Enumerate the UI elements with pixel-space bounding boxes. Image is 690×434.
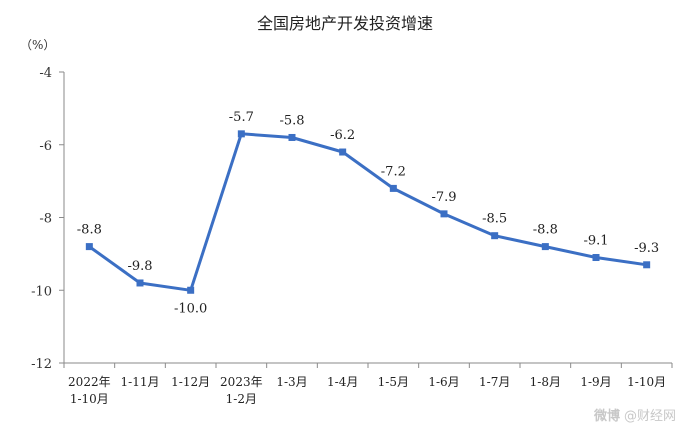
x-tick-label: 1-11月 — [121, 375, 160, 389]
x-tick-label: 1-4月 — [327, 375, 358, 389]
data-label: -9.8 — [127, 259, 152, 274]
data-label: -10.0 — [174, 301, 207, 316]
chart-title: 全国房地产开发投资增速 — [256, 14, 433, 33]
y-tick-label: -4 — [39, 66, 52, 81]
x-tick-label: 1-12月 — [171, 375, 210, 389]
x-tick-label: 1-2月 — [226, 392, 257, 406]
data-label: -7.2 — [381, 164, 406, 179]
data-point — [339, 148, 347, 156]
x-tick-label: 1-5月 — [378, 375, 409, 389]
data-point — [541, 243, 549, 251]
data-label: -9.1 — [583, 234, 608, 249]
y-axis-unit-label: （%） — [20, 38, 56, 52]
data-point — [643, 261, 651, 269]
watermark-text: @财经网 — [623, 409, 676, 424]
x-tick-label: 1-6月 — [428, 375, 459, 389]
data-label: -5.8 — [279, 113, 304, 128]
x-tick-label: 1-10月 — [70, 392, 109, 406]
data-point — [85, 243, 93, 251]
data-point — [136, 279, 144, 287]
weibo-logo-icon: 微博 — [593, 409, 620, 424]
data-point — [187, 286, 195, 294]
data-point — [389, 184, 397, 192]
watermark: 微博 @财经网 — [594, 405, 676, 424]
x-tick-label: 1-10月 — [627, 375, 666, 389]
data-label: -7.9 — [431, 190, 456, 205]
x-tick-label: 1-9月 — [580, 375, 611, 389]
data-point — [288, 133, 296, 141]
y-tick-label: -8 — [39, 212, 52, 227]
data-label: -9.3 — [634, 241, 659, 256]
y-tick-label: -6 — [39, 139, 52, 154]
y-tick-label: -12 — [31, 357, 52, 372]
x-tick-label: 2022年 — [68, 375, 111, 389]
data-point — [592, 254, 600, 262]
x-tick-label: 1-8月 — [530, 375, 561, 389]
data-point — [440, 210, 448, 218]
series-line — [87, 132, 649, 292]
data-label: -8.5 — [482, 212, 507, 227]
data-label: -6.2 — [330, 128, 355, 143]
x-tick-label: 1-3月 — [276, 375, 307, 389]
x-tick-label: 2023年 — [220, 375, 263, 389]
data-point — [491, 232, 499, 240]
data-point — [237, 130, 245, 138]
data-label: -8.8 — [77, 223, 102, 238]
data-label: -5.7 — [229, 110, 254, 125]
x-tick-label: 1-7月 — [479, 375, 510, 389]
data-label: -8.8 — [533, 223, 558, 238]
y-tick-label: -10 — [31, 284, 52, 299]
